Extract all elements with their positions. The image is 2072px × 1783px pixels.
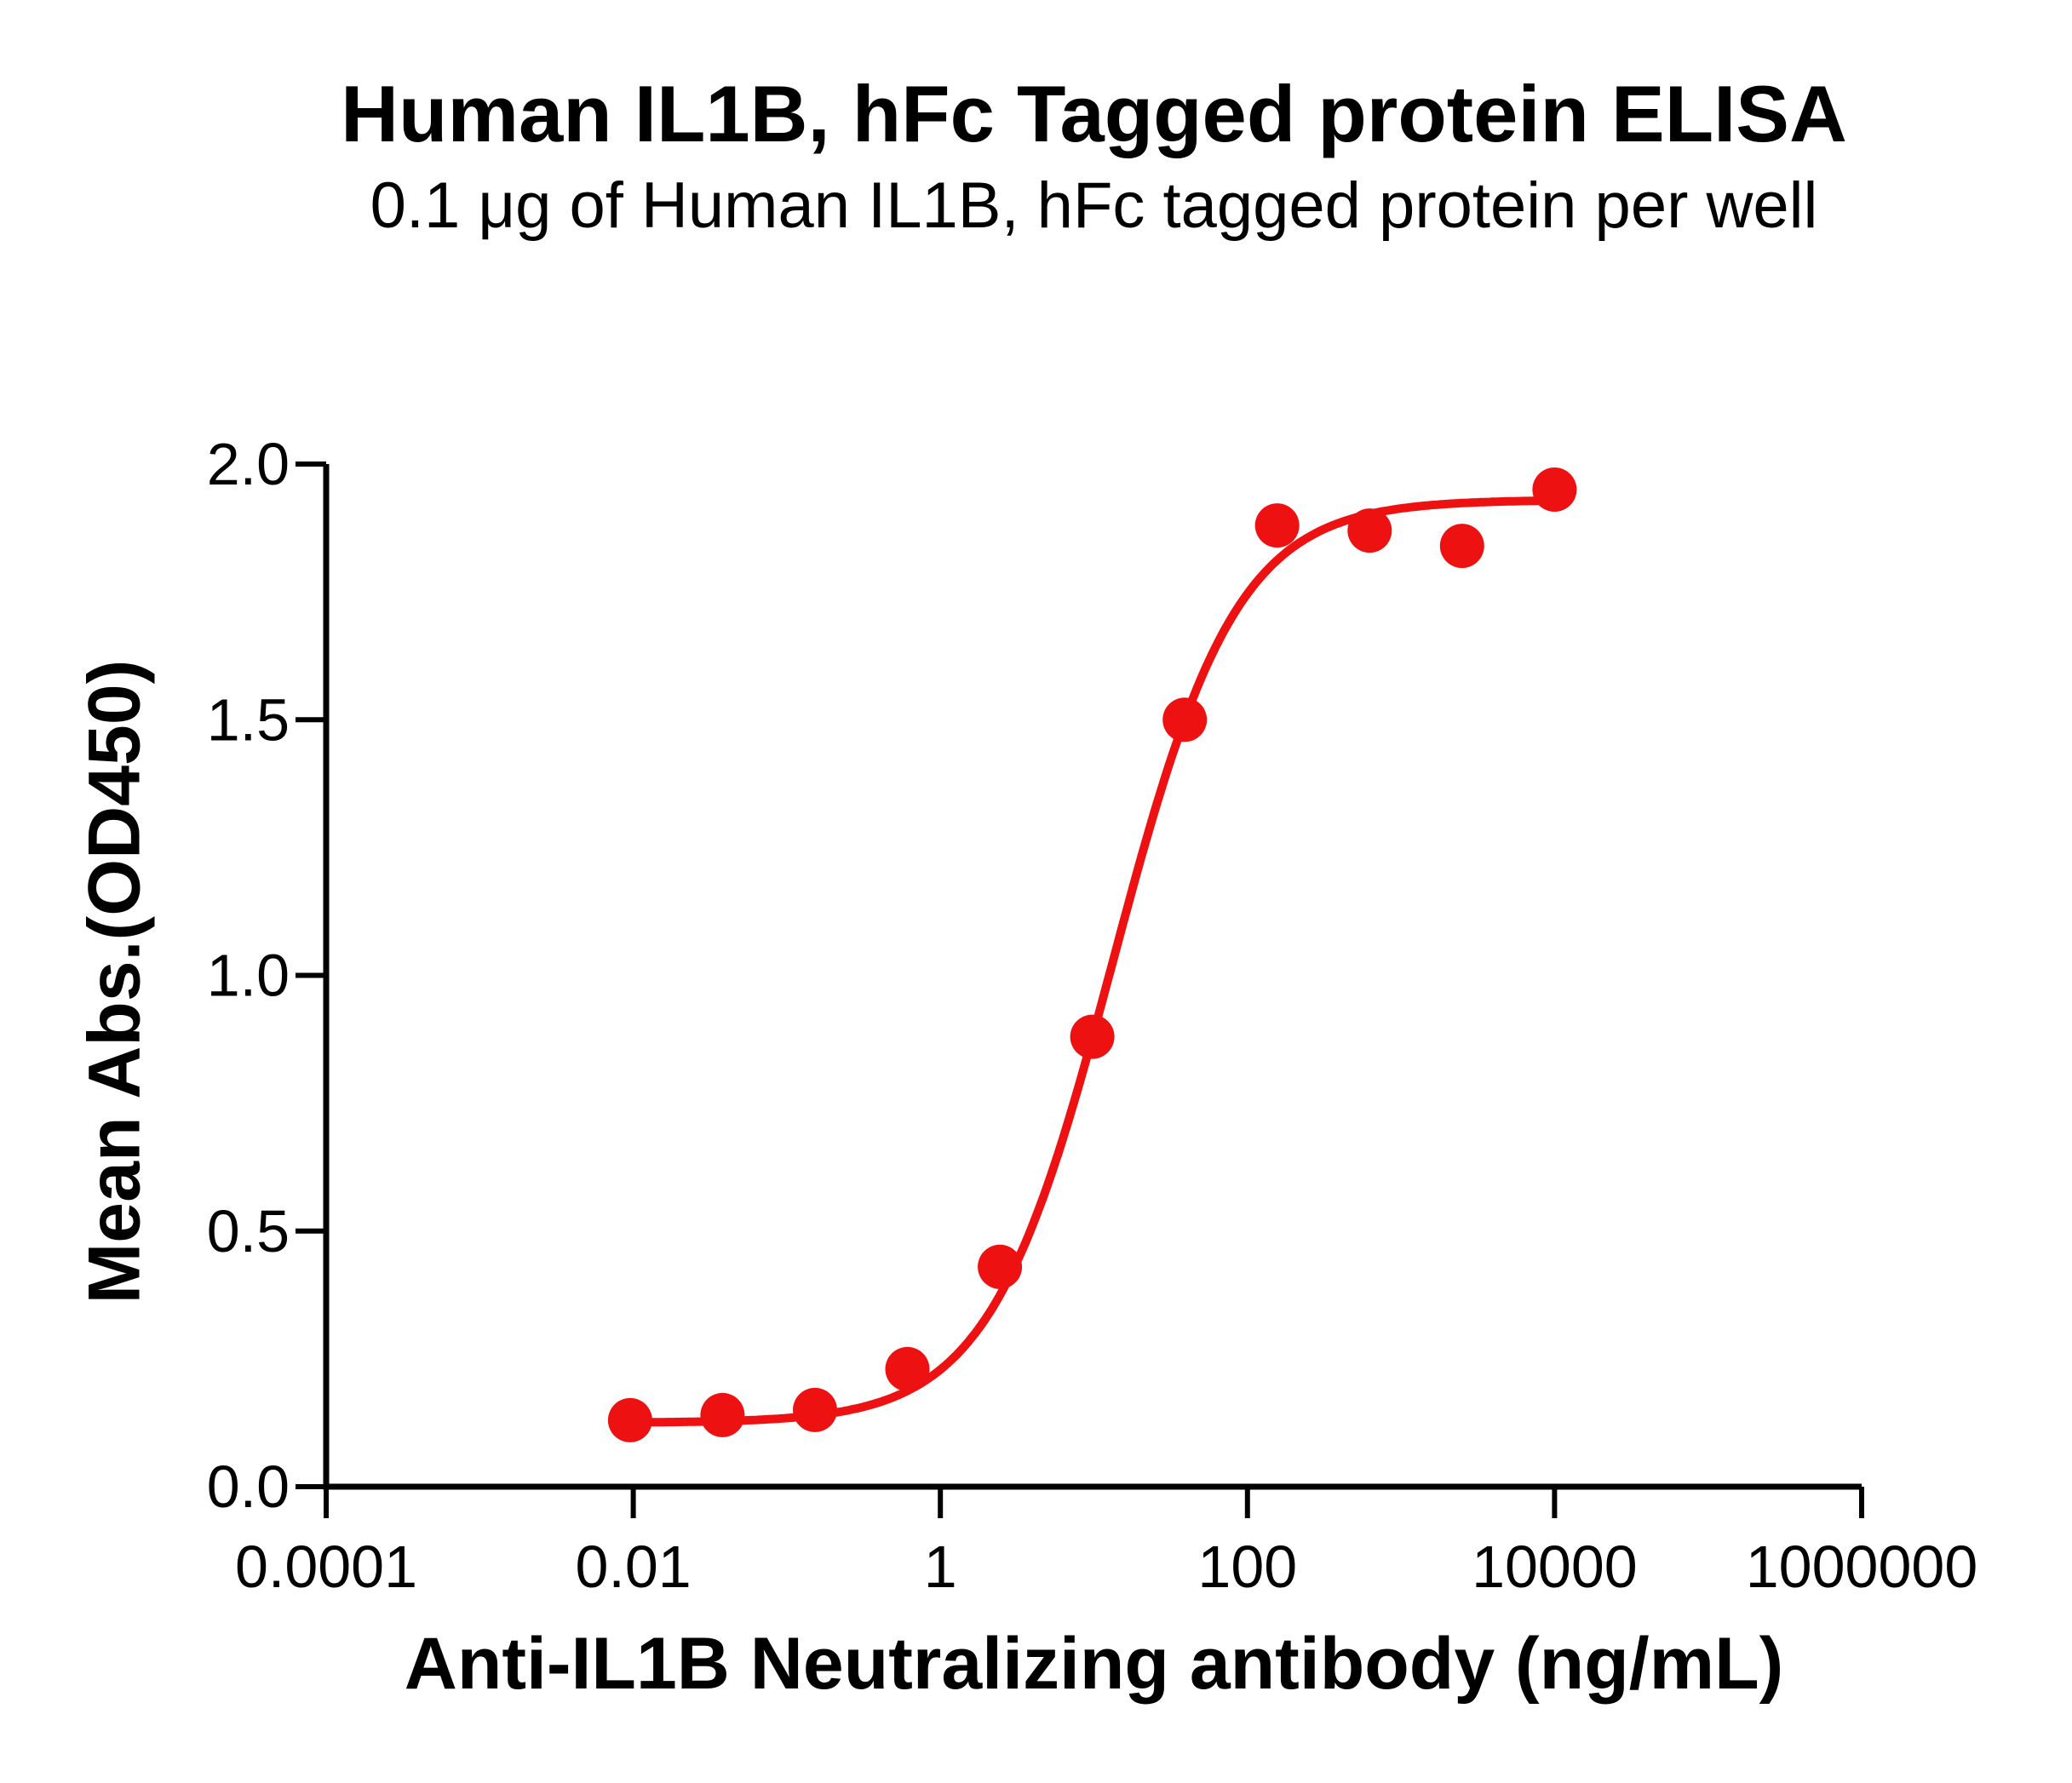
data-point bbox=[1070, 1014, 1115, 1059]
x-axis-tick-label: 10000 bbox=[1472, 1534, 1638, 1600]
data-point bbox=[1254, 503, 1300, 548]
y-axis-tick-label: 0.0 bbox=[207, 1453, 290, 1520]
y-axis-tick-label: 1.5 bbox=[207, 686, 290, 753]
axis-lines bbox=[323, 464, 1862, 1490]
data-point bbox=[1162, 697, 1208, 742]
data-point bbox=[607, 1397, 652, 1442]
x-axis-tick-label: 100 bbox=[1197, 1534, 1297, 1600]
data-point bbox=[978, 1244, 1023, 1289]
chart-title: Human IL1B, hFc Tagged protein ELISA bbox=[341, 69, 1847, 158]
x-axis-title: Anti-IL1B Neutralizing antibody (ng/mL) bbox=[404, 1623, 1784, 1705]
data-point bbox=[1532, 467, 1577, 512]
y-axis-tick-label: 2.0 bbox=[207, 431, 290, 497]
data-point bbox=[1439, 524, 1484, 569]
fit-curve bbox=[625, 496, 1559, 1427]
x-axis-tick-label: 0.01 bbox=[575, 1534, 691, 1600]
y-axis-tick-label: 1.0 bbox=[207, 943, 290, 1009]
chart-subtitle: 0.1 μg of Human IL1B, hFc tagged protein… bbox=[370, 169, 1818, 242]
x-axis-tick-label: 1 bbox=[924, 1534, 957, 1600]
data-point bbox=[793, 1387, 837, 1432]
data-point bbox=[1347, 508, 1392, 553]
y-axis-tick-label: 0.5 bbox=[207, 1198, 290, 1264]
x-axis-tick-label: 0.0001 bbox=[235, 1534, 417, 1600]
data-point bbox=[885, 1346, 930, 1391]
data-point bbox=[700, 1392, 745, 1437]
x-axis-tick-label: 1000000 bbox=[1746, 1534, 1978, 1600]
